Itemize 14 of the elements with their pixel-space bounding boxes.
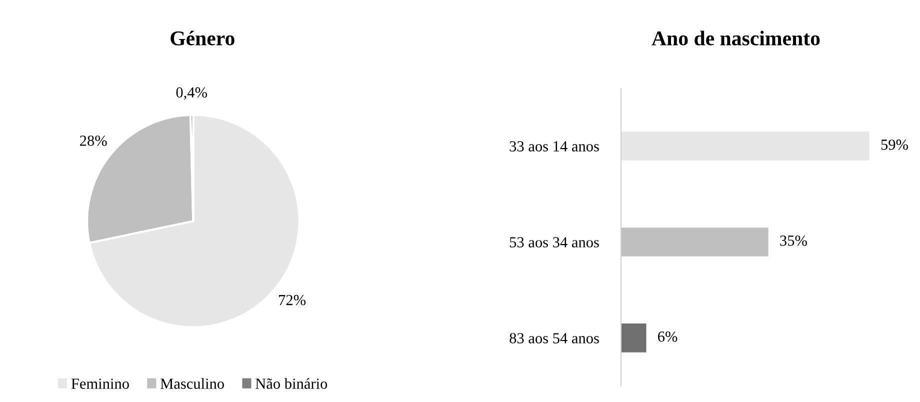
legend-label: Masculino <box>160 378 224 389</box>
data-label: 72% <box>279 294 306 306</box>
data-label: 59% <box>881 140 908 150</box>
data-label: 35% <box>780 235 807 246</box>
data-label: 28% <box>80 136 107 146</box>
chart-title: Género <box>170 30 234 46</box>
legend-label: Não binário <box>256 378 328 389</box>
data-label: 0,4% <box>176 87 207 100</box>
chart-title: Ano de nascimento <box>652 30 820 46</box>
y-tick-label: 53 aos 34 anos <box>510 237 599 248</box>
legend-label: Feminino <box>71 378 129 389</box>
data-label: 6% <box>658 331 678 342</box>
y-tick-label: 33 aos 14 anos <box>510 141 599 152</box>
y-tick-label: 83 aos 54 anos <box>510 333 599 344</box>
